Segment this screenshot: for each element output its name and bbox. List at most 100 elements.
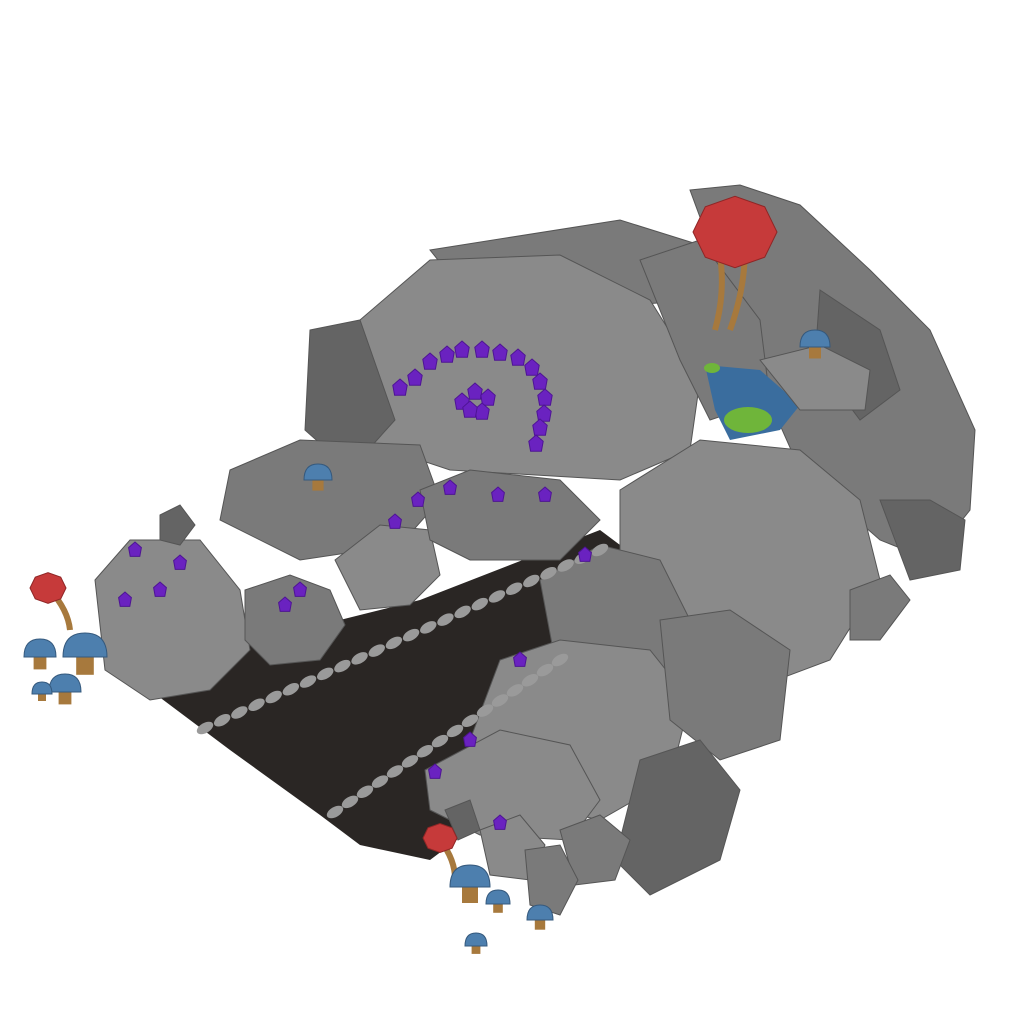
crystal-icon [532,418,548,436]
crystal-icon [173,554,187,570]
pebble [551,653,569,667]
pebble-track [196,543,609,819]
crystal-icon [293,581,307,597]
pebble [282,683,300,696]
blue-mushroom-icon [31,681,53,695]
crystal-icon [128,541,142,557]
crystal-icon [463,731,477,747]
pebble [196,721,214,735]
pebble [591,543,609,557]
rock [94,539,251,701]
mushroom-stem [471,944,481,954]
pebble [521,674,539,687]
pebble [265,690,282,704]
blue-mushroom-icon [23,638,57,658]
rock [879,499,966,581]
pebble [386,765,404,778]
pebble [420,621,437,634]
red-mushroom-icon [29,572,67,604]
pebble [506,684,524,697]
red-mushroom-icon [422,823,458,853]
pebble [416,744,434,758]
crystal-icon [510,348,526,366]
crystal-icon [493,814,507,830]
crystal-icon [392,378,408,396]
mushroom-stem [534,918,546,930]
blue-mushroom-icon [526,904,554,921]
pebble [231,706,248,719]
rock [524,844,579,916]
mushroom-stem [809,345,821,359]
pebble [326,805,344,819]
mushroom-stem [493,902,503,913]
pebble [446,724,464,738]
crystal-icon [428,763,442,779]
crystal-cluster [118,340,592,830]
pebble [523,574,540,588]
crystal-icon [528,434,544,452]
rock-cluster-left [94,439,601,701]
pebble [334,659,351,673]
mushroom-stem [462,885,478,903]
mushroom-stem [76,655,94,675]
crystal-icon [462,400,478,418]
crystal-icon [513,651,527,667]
pebble [356,785,374,798]
pebble [454,605,471,619]
crystal-icon [532,372,548,390]
pebble [505,582,523,595]
blue-mushroom-icon [485,889,511,905]
crystal-icon [537,388,553,406]
rock [159,504,196,546]
pebble [402,628,420,642]
pebble [491,694,509,707]
blue-mushroom-icon [449,864,491,888]
pebble [299,675,317,688]
crystal-icon [422,352,438,370]
rock [334,524,441,611]
blue-mushroom-icon [799,329,831,348]
crystal-icon [474,340,490,358]
pebble [341,795,359,809]
cave-floor [150,530,640,860]
lily-pad-icon [704,363,720,373]
crystal-icon [439,345,455,363]
mushroom-group [23,195,831,954]
crystal-icon [524,358,540,376]
pebble [317,667,334,681]
pebble [488,590,506,603]
pebble [536,663,554,677]
rock [849,574,911,641]
blue-mushroom-icon [464,932,488,947]
rock [244,574,346,666]
crystal-icon [538,486,552,502]
mushroom-stem [58,690,72,705]
blue-mushroom-icon [62,632,108,658]
crystal-icon [491,486,505,502]
rock [419,469,601,561]
crystal-icon [407,368,423,386]
lily-pad-icon [724,407,772,433]
mushroom-stem [33,655,47,670]
crystal-icon [536,404,552,422]
pebble [248,698,265,712]
red-mushroom-icon [692,195,778,269]
blue-mushroom-icon [48,673,82,693]
crystal-icon [153,581,167,597]
pebble [368,644,385,657]
crystal-icon [388,513,402,529]
mushroom-stem [38,692,46,701]
crystal-icon [467,382,483,400]
pebble [351,652,368,665]
crystal-icon [492,343,508,361]
pebble [401,755,419,768]
pebble [213,714,231,727]
pebble [476,704,494,717]
crystal-icon [278,596,292,612]
crystal-icon [118,591,132,607]
mushroom-stem [312,478,324,491]
pebble [540,566,557,580]
crystal-icon [454,340,470,358]
crystal-icon [411,491,425,507]
